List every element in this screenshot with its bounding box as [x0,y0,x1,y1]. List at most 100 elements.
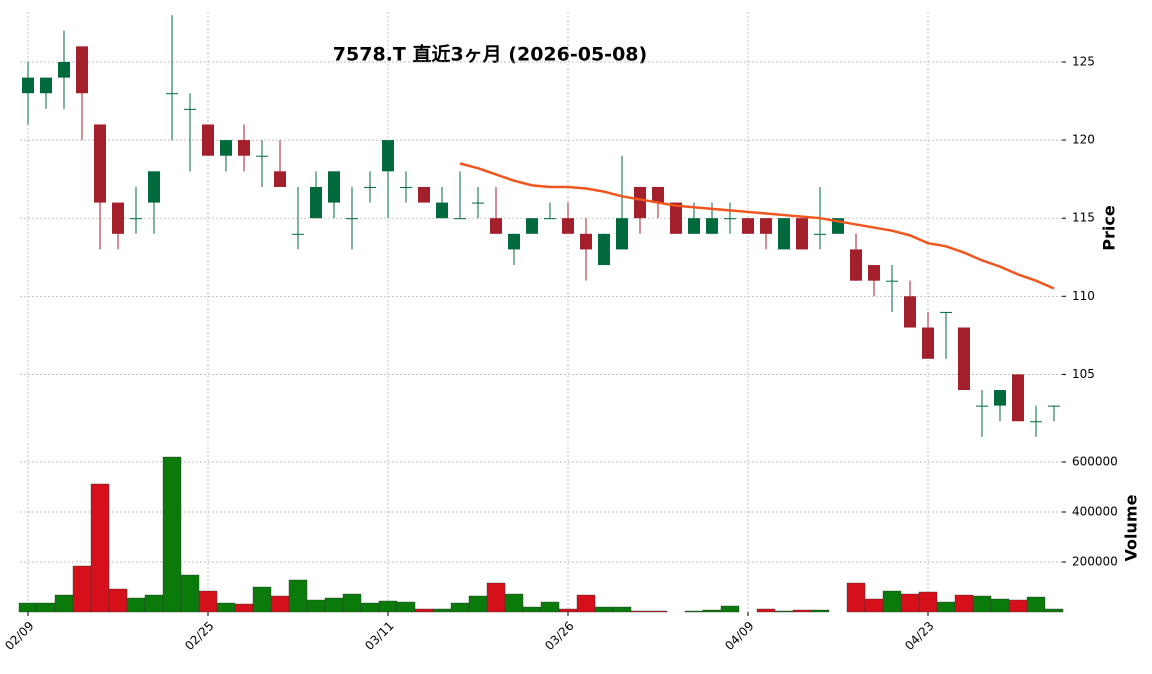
volume-bar [954,594,974,613]
volume-bar [486,582,506,613]
volume-axis-label: Volume [1122,494,1141,561]
candle-body [544,218,556,220]
x-tick-label: 02/09 [2,619,36,653]
volume-tick-label: 200000 [1072,555,1118,569]
volume-bar [450,602,470,613]
volume-bar [900,593,920,613]
candle-body [634,186,646,219]
volume-bar [234,603,254,613]
volume-bar [162,456,182,613]
volume-bar [648,610,668,613]
candle-body [454,218,466,220]
candle-body [886,280,898,282]
volume-bar [270,595,290,613]
candle-body [400,186,412,188]
volume-bar [558,608,578,613]
candle-body [418,186,430,203]
candle-body [112,202,124,234]
candle-body [976,405,988,407]
volume-bar [378,600,398,613]
volume-bar [90,483,110,613]
candle-body [166,93,178,95]
candle-body [94,124,106,203]
volume-bar [18,602,38,613]
candle-body [58,61,70,78]
candle-body [256,155,268,157]
y-tick-label: 115 [1072,211,1095,225]
volume-bar [414,608,434,613]
candle-body [598,233,610,266]
volume-bar [180,574,200,613]
volume-bar [864,598,884,613]
volume-bar [306,599,326,613]
candle-body [76,46,88,94]
volume-bar [1044,608,1064,613]
candle-body [346,218,358,220]
volume-bar [792,609,812,613]
volume-bar [468,595,488,613]
candle-body [706,218,718,234]
x-tick-label: 03/11 [362,619,396,653]
candle-body [238,140,250,156]
candle-body [940,311,952,313]
candle-body [40,77,52,94]
candle-body [796,218,808,250]
volume-bar [846,582,866,613]
candle-body [562,218,574,234]
moving-average [459,162,1055,290]
candle-body [130,218,142,220]
volume-bar [972,595,992,613]
x-tick-label: 04/09 [722,619,756,653]
x-tick-label: 02/25 [182,619,216,653]
candle-body [580,233,592,250]
volume-bar [810,609,830,613]
volume-bar [54,594,74,613]
volume-bar [216,602,236,613]
x-tick-label: 04/23 [902,619,936,653]
volume-bar [540,601,560,613]
candle-body [922,327,934,359]
candle-body [508,233,520,250]
volume-bar [720,605,740,613]
candle-body [526,218,538,234]
y-tick-label: 110 [1072,289,1095,303]
volume-tick-label: 600000 [1072,455,1118,469]
volume-bar [360,602,380,613]
x-tick-label: 03/26 [542,619,576,653]
candle-body [364,186,376,188]
volume-bar [702,609,722,613]
volume-bar [918,591,938,613]
candle-body [616,218,628,250]
candle-body [1012,374,1024,422]
candle-body [688,218,700,234]
volume-bar [396,601,416,613]
candle-body [670,202,682,234]
volume-bar [630,610,650,613]
volume-bar [882,590,902,613]
candle-body [382,140,394,172]
candle-body [274,171,286,187]
candle-body [184,108,196,110]
volume-bar [342,593,362,613]
volume-bar [252,586,272,613]
volume-bar [126,597,146,613]
candle-body [22,77,34,94]
volume-bar [504,593,524,613]
volume-bar [72,565,92,613]
candle-body [958,327,970,391]
volume-bar [522,606,542,613]
volume-bar [936,601,956,613]
volume-bar [288,579,308,613]
candle-body [436,202,448,219]
volume-tick-label: 400000 [1072,505,1118,519]
chart-title: 7578.T 直近3ヶ月 (2026-05-08) [333,43,647,66]
volume-bar [432,608,452,613]
volume-bar [576,594,596,613]
volume-bar [990,598,1010,613]
candle-body [742,218,754,234]
volume-bar [594,606,614,613]
candle-body [310,186,322,219]
volume-bar [1008,599,1028,613]
candle-body [292,233,304,235]
